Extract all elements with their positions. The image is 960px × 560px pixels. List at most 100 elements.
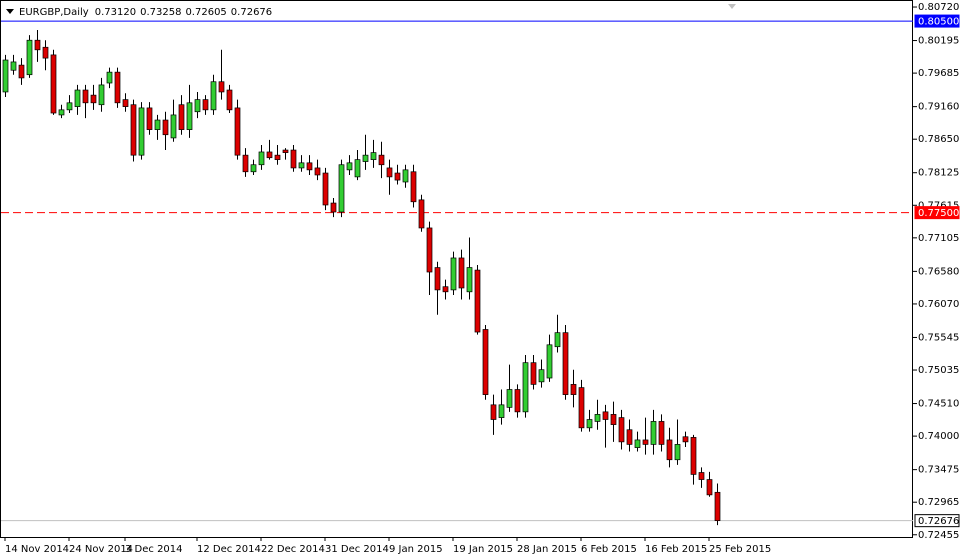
y-tick-label: 0.75545 [918, 332, 959, 343]
candle-body [98, 84, 105, 106]
x-tick-label: 9 Jan 2015 [389, 544, 443, 555]
candle-body [378, 154, 385, 166]
y-tick-label: 0.77105 [918, 233, 959, 244]
candle-body [418, 199, 425, 229]
menu-arrow[interactable] [6, 9, 14, 14]
header-value: 0.72605 [185, 7, 226, 18]
candle-body [458, 257, 465, 289]
price-label-box [914, 14, 960, 28]
y-tick-label: 0.80195 [918, 36, 959, 47]
candle-body [498, 404, 505, 418]
candle-body [522, 362, 529, 413]
candle-body [626, 429, 633, 445]
candle-body [266, 151, 273, 159]
x-tick-label: 14 Nov 2014 [5, 544, 69, 555]
candle-body [578, 387, 585, 429]
candle-body [146, 107, 153, 130]
candle-body [210, 81, 217, 111]
candle-body [138, 107, 145, 156]
candle-body [642, 439, 649, 445]
candle-body [698, 472, 705, 480]
candle-body [674, 444, 681, 461]
candle-body [514, 389, 521, 413]
header-value: 0.73258 [140, 7, 181, 18]
candle-body [10, 61, 17, 71]
candle-body [290, 149, 297, 169]
candle-body [34, 39, 41, 51]
x-tick-label: 19 Jan 2015 [453, 544, 513, 555]
candle-body [354, 159, 361, 178]
candle-body [370, 152, 377, 160]
candle-body [338, 164, 345, 213]
candle-body [226, 89, 233, 111]
candle-body [618, 417, 625, 443]
chart-title: EURGBP,Daily [19, 7, 89, 18]
x-tick-label: 25 Feb 2015 [709, 544, 771, 555]
candle-body [570, 384, 577, 395]
price-label-box [914, 514, 960, 528]
candle-body [386, 167, 393, 178]
candle-body [586, 419, 593, 429]
candle-body [178, 104, 185, 130]
candle-body [562, 332, 569, 395]
x-tick-label: 3 Dec 2014 [125, 544, 183, 555]
y-tick-label: 0.77615 [918, 200, 959, 211]
candle-body [82, 89, 89, 104]
candle-body [410, 171, 417, 203]
candle-body [666, 439, 673, 461]
candle-body [274, 154, 281, 160]
header-value: 0.73120 [95, 7, 136, 18]
candle-body [706, 479, 713, 496]
y-tick-label: 0.72455 [918, 530, 959, 541]
candle-body [658, 421, 665, 445]
candle-body [554, 332, 561, 348]
candle-body [330, 202, 337, 213]
candle-body [282, 149, 289, 153]
candle-body [90, 94, 97, 104]
candle-body [18, 64, 25, 79]
candle-body [466, 267, 473, 293]
y-tick-label: 0.74510 [918, 399, 959, 410]
y-tick-label: 0.72965 [918, 497, 959, 508]
price-label: 0.77500 [918, 208, 959, 219]
y-tick-label: 0.73475 [918, 465, 959, 476]
price-label-box [914, 206, 960, 220]
x-tick-label: 16 Feb 2015 [645, 544, 707, 555]
candle-body [2, 59, 9, 93]
candle-body [530, 362, 537, 385]
price-label: 0.72676 [918, 516, 959, 527]
candle-body [490, 404, 497, 420]
candle-body [154, 119, 161, 130]
shift-marker [728, 4, 736, 9]
y-tick-label: 0.79160 [918, 102, 959, 113]
candle-body [66, 102, 73, 111]
price-label: 0.80500 [918, 17, 959, 28]
candle-body [130, 104, 137, 156]
candle-body [650, 421, 657, 445]
x-tick-label: 28 Jan 2015 [517, 544, 577, 555]
candle-body [506, 389, 513, 408]
y-tick-label: 0.74000 [918, 431, 959, 442]
candle-body [682, 436, 689, 443]
x-tick-label: 31 Dec 2014 [325, 544, 389, 555]
candle-body [546, 344, 553, 379]
candle-body [322, 172, 329, 206]
y-tick-label: 0.78650 [918, 134, 959, 145]
candle-body [690, 437, 697, 475]
candle-body [50, 54, 57, 114]
candle-body [186, 102, 193, 130]
candle-body [194, 99, 201, 113]
candle-body [426, 227, 433, 273]
x-tick-label: 12 Dec 2014 [197, 544, 261, 555]
candle-body [602, 411, 609, 420]
candle-body [402, 169, 409, 183]
candle-body [298, 162, 305, 169]
candle-body [202, 99, 209, 111]
candle-body [122, 99, 129, 107]
candle-body [26, 39, 33, 76]
candle-body [242, 154, 249, 173]
candle-body [314, 167, 321, 176]
candle-body [442, 286, 449, 293]
x-tick-label: 24 Nov 2014 [69, 544, 133, 555]
